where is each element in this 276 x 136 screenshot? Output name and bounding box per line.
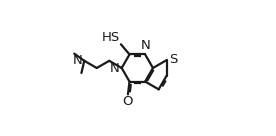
Text: HS: HS (102, 31, 120, 44)
Text: N: N (110, 62, 120, 75)
Text: S: S (169, 53, 177, 66)
Text: O: O (123, 95, 133, 108)
Text: N: N (72, 54, 82, 67)
Text: N: N (141, 39, 151, 52)
